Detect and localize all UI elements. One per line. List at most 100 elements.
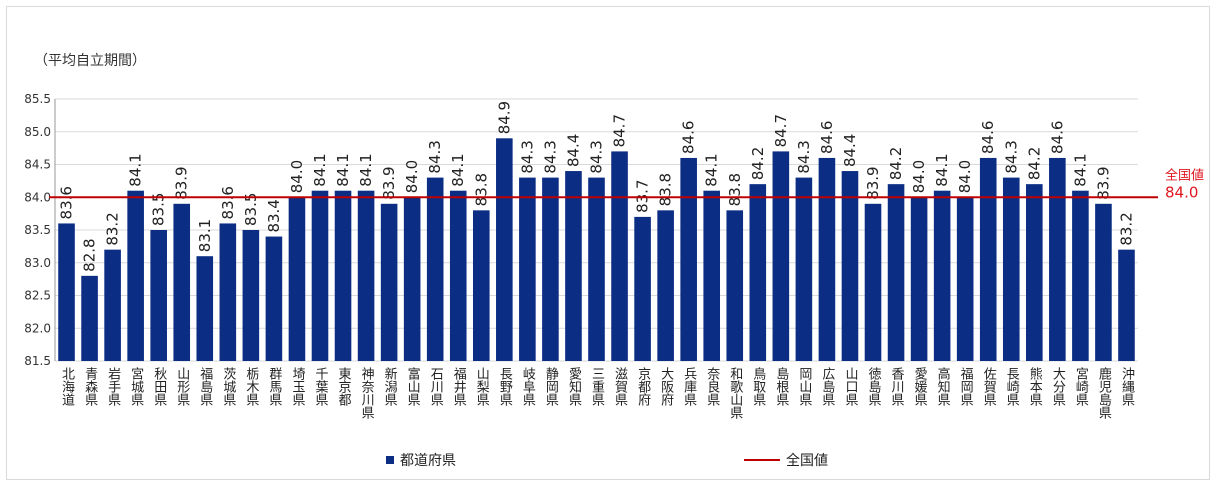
legend-line-swatch bbox=[744, 459, 780, 461]
bar bbox=[265, 236, 283, 361]
bar bbox=[150, 230, 167, 361]
data-label: 84.0 bbox=[288, 160, 306, 193]
data-label: 84.0 bbox=[956, 160, 974, 193]
y-tick-label: 84.5 bbox=[24, 158, 51, 172]
bar bbox=[1026, 184, 1043, 361]
bar bbox=[104, 249, 121, 361]
data-label: 83.9 bbox=[864, 166, 882, 199]
x-tick-label: 三重県 bbox=[589, 367, 605, 406]
y-tick-label: 84.0 bbox=[24, 190, 51, 204]
x-tick-label: 栃木県 bbox=[243, 367, 258, 406]
national-average-value: 84.0 bbox=[1165, 183, 1198, 201]
x-tick-label: 岐阜県 bbox=[520, 367, 536, 406]
y-tick-label: 83.5 bbox=[24, 223, 51, 237]
bar bbox=[1118, 249, 1135, 361]
x-tick-label: 青森県 bbox=[82, 367, 98, 406]
bar bbox=[542, 177, 559, 361]
x-tick-label: 島根県 bbox=[773, 367, 789, 406]
x-tick-label: 佐賀県 bbox=[981, 367, 997, 406]
y-tick-label: 82.5 bbox=[24, 289, 51, 303]
bar bbox=[772, 151, 790, 361]
y-tick-label: 85.5 bbox=[24, 92, 51, 106]
x-tick-label: 新潟県 bbox=[382, 366, 398, 406]
bar bbox=[887, 184, 905, 361]
data-label: 84.1 bbox=[127, 153, 145, 186]
bar bbox=[426, 177, 444, 361]
x-tick-label: 徳島県 bbox=[866, 367, 882, 406]
data-label: 84.2 bbox=[1025, 147, 1043, 180]
data-label: 84.6 bbox=[979, 121, 997, 154]
legend-item-line: 全国値 bbox=[744, 450, 828, 470]
x-tick-label: 和歌山県 bbox=[727, 367, 743, 419]
data-label: 84.6 bbox=[818, 121, 836, 154]
x-tick-label: 茨城県 bbox=[220, 367, 236, 406]
bar bbox=[81, 275, 98, 361]
x-tick-label: 京都府 bbox=[635, 367, 651, 407]
x-tick-label: 熊本県 bbox=[1027, 366, 1043, 406]
x-tick-label: 奈良県 bbox=[704, 367, 720, 406]
bar bbox=[749, 184, 767, 361]
data-label: 84.1 bbox=[357, 153, 375, 186]
bar bbox=[933, 190, 951, 361]
bar bbox=[956, 197, 974, 361]
bar bbox=[449, 190, 467, 361]
data-label: 83.6 bbox=[58, 186, 76, 219]
y-tick-label: 81.5 bbox=[24, 354, 51, 368]
data-label: 83.9 bbox=[173, 166, 191, 199]
bar bbox=[334, 190, 352, 361]
x-tick-label: 群馬県 bbox=[266, 367, 282, 406]
bar bbox=[288, 197, 306, 361]
x-tick-label: 山口県 bbox=[842, 367, 858, 406]
bar bbox=[588, 177, 605, 361]
bar bbox=[1095, 203, 1112, 361]
x-tick-label: 大分県 bbox=[1050, 367, 1066, 406]
x-tick-label: 兵庫県 bbox=[681, 367, 697, 406]
bar bbox=[472, 210, 490, 361]
legend-bar-swatch bbox=[386, 456, 394, 464]
data-label: 83.2 bbox=[1117, 212, 1135, 245]
data-label: 83.8 bbox=[657, 173, 675, 206]
x-tick-label: 秋田県 bbox=[151, 367, 167, 406]
bar bbox=[127, 190, 144, 361]
legend-item-bars: 都道府県 bbox=[386, 450, 456, 470]
x-tick-label: 愛媛県 bbox=[912, 367, 928, 406]
data-label: 83.9 bbox=[380, 166, 398, 199]
x-tick-label: 福井県 bbox=[451, 367, 467, 406]
national-average-label: 全国値 bbox=[1165, 167, 1204, 183]
data-label: 84.1 bbox=[933, 153, 951, 186]
data-label: 83.2 bbox=[104, 212, 122, 245]
data-label: 84.2 bbox=[749, 147, 767, 180]
data-label: 84.1 bbox=[703, 153, 721, 186]
x-tick-label: 北海道 bbox=[59, 367, 75, 406]
data-label: 83.8 bbox=[472, 173, 490, 206]
bar bbox=[173, 203, 191, 361]
x-tick-label: 長野県 bbox=[497, 367, 513, 406]
legend-line-label: 全国値 bbox=[786, 453, 828, 469]
data-label: 83.5 bbox=[150, 193, 168, 226]
data-label: 84.7 bbox=[611, 114, 629, 147]
data-label: 84.3 bbox=[795, 140, 813, 173]
data-label: 83.5 bbox=[242, 193, 260, 226]
bar bbox=[242, 230, 260, 361]
x-tick-label: 山形県 bbox=[174, 367, 190, 406]
y-tick-label: 82.0 bbox=[24, 321, 51, 335]
x-tick-label: 埼玉県 bbox=[289, 367, 305, 406]
x-tick-label: 宮崎県 bbox=[1073, 366, 1089, 406]
x-tick-label: 沖縄県 bbox=[1119, 367, 1135, 406]
data-label: 84.3 bbox=[518, 140, 536, 173]
data-label: 84.2 bbox=[887, 147, 905, 180]
bar bbox=[219, 223, 237, 361]
bar bbox=[818, 157, 836, 361]
data-label: 83.6 bbox=[219, 186, 237, 219]
data-label: 82.8 bbox=[81, 238, 99, 271]
data-label: 84.3 bbox=[1002, 140, 1020, 173]
bar bbox=[519, 177, 536, 361]
data-label: 84.0 bbox=[910, 160, 928, 193]
x-tick-label: 広島県 bbox=[819, 367, 835, 406]
bar bbox=[1072, 190, 1089, 361]
data-label: 84.1 bbox=[334, 153, 352, 186]
bar bbox=[311, 190, 329, 361]
data-label: 84.1 bbox=[449, 153, 467, 186]
x-tick-label: 鹿児島県 bbox=[1096, 366, 1112, 419]
